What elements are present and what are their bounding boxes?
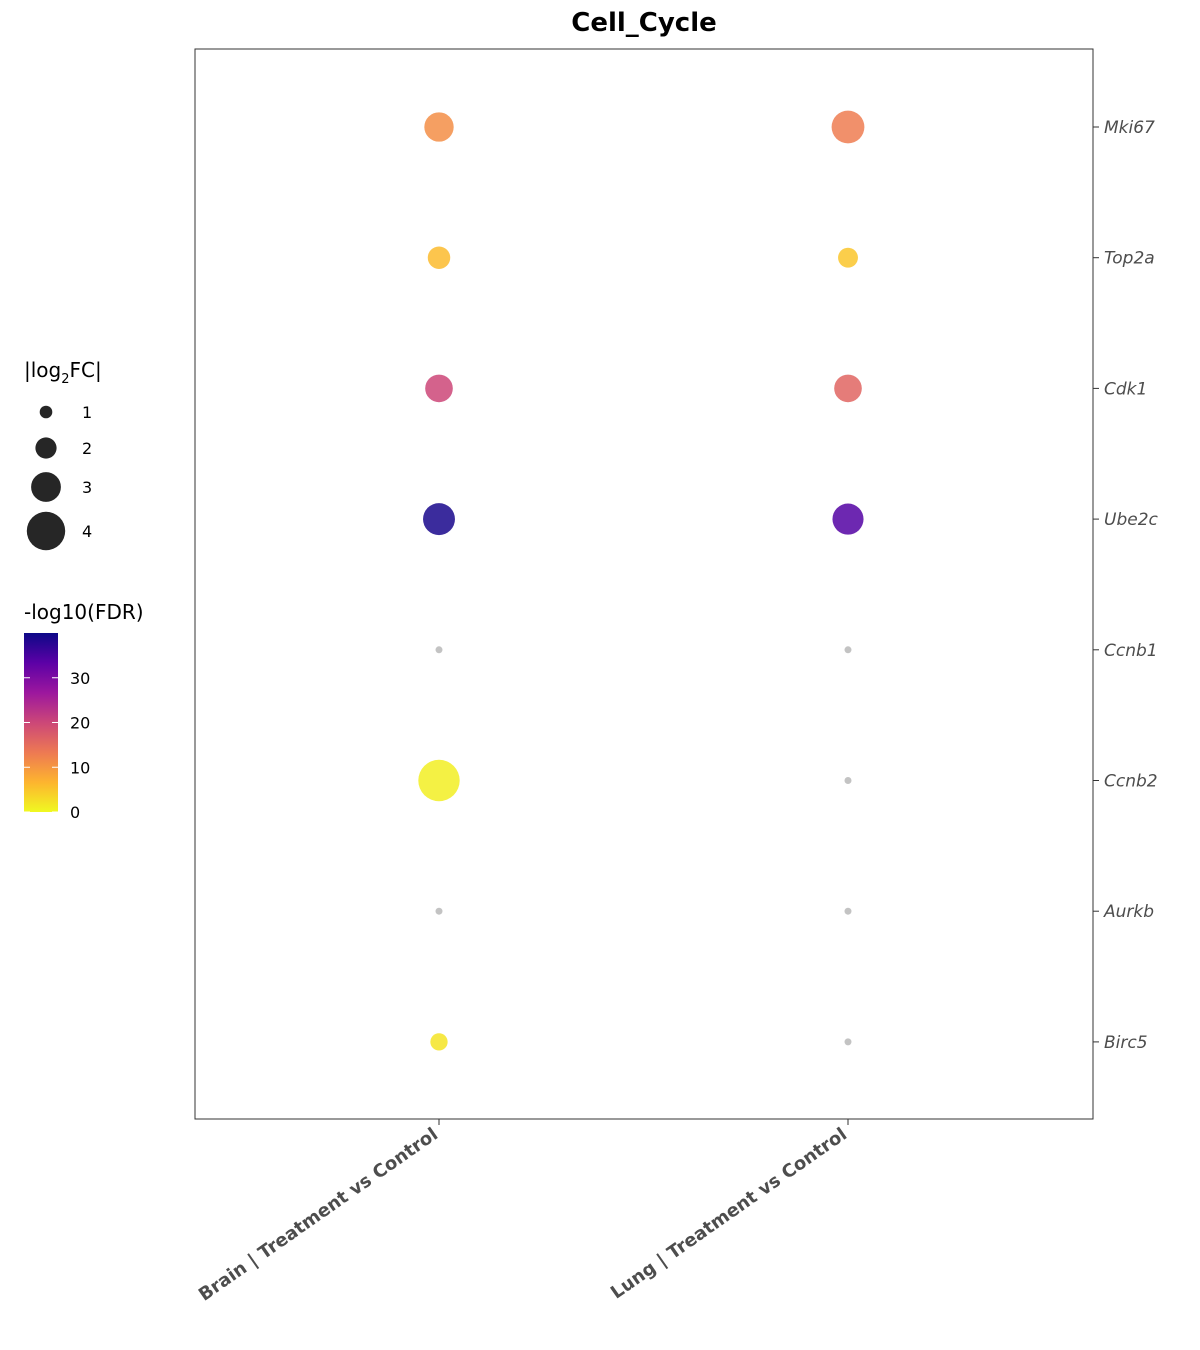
size-legend-label-1: 1 [82, 403, 92, 422]
y-tick-label-top2a: Top2a [1104, 249, 1155, 269]
point-ube2c-lung [832, 503, 864, 535]
point-cdk1-brain [425, 374, 453, 403]
point-ccnb1-lung [844, 646, 852, 654]
size-legend-key-3 [31, 472, 61, 502]
y-tick-label-birc5: Birc5 [1104, 1033, 1148, 1053]
size-legend-label-3: 3 [82, 478, 92, 497]
color-legend-title: -log10(FDR) [24, 600, 144, 624]
x-tick-label-1: Brain | Treatment vs Control [195, 1124, 442, 1306]
size-legend-key-4 [26, 511, 66, 551]
y-tick-label-ccnb1: Ccnb1 [1104, 641, 1158, 661]
size-legend-key-2 [35, 437, 57, 459]
y-tick-label-mki67: Mki67 [1104, 118, 1155, 138]
point-aurkb-brain [435, 907, 443, 915]
size-legend-label-2: 2 [82, 439, 92, 458]
y-tick-label-ube2c: Ube2c [1104, 510, 1159, 530]
point-cdk1-lung [834, 374, 862, 403]
plot-panel-border [194, 48, 1094, 1120]
point-birc5-lung [844, 1038, 852, 1046]
point-ccnb1-brain [435, 646, 443, 654]
y-tick-label-cdk1: Cdk1 [1104, 379, 1147, 399]
color-legend-label-0: 0 [70, 803, 80, 822]
point-ccnb2-brain [418, 759, 460, 802]
point-mki67-lung [831, 110, 865, 144]
color-legend-label-20: 20 [70, 714, 90, 733]
size-legend-key-1 [39, 405, 53, 419]
size-legend-label-4: 4 [82, 522, 92, 541]
point-birc5-brain [430, 1033, 448, 1051]
y-tick-label-aurkb: Aurkb [1103, 902, 1154, 922]
size-legend: |log2FC| 1 2 3 4 [24, 358, 102, 551]
data-points [418, 110, 865, 1051]
point-ube2c-brain [423, 503, 455, 536]
y-axis: Mki67 Top2a Cdk1 Ube2c Ccnb1 Ccnb2 Aurkb Birc5 [1093, 118, 1159, 1053]
point-top2a-lung [838, 247, 858, 268]
x-axis: Brain | Treatment vs Control Lung | Treat… [195, 1119, 851, 1306]
point-ccnb2-lung [844, 777, 852, 784]
color-legend-label-30: 30 [70, 669, 90, 688]
point-aurkb-lung [844, 907, 852, 915]
color-legend-label-10: 10 [70, 758, 90, 777]
size-legend-title: |log2FC| [24, 358, 102, 387]
x-tick-label-2: Lung | Treatment vs Control [607, 1124, 851, 1304]
color-legend: -log10(FDR) 0 10 20 30 [24, 600, 144, 822]
point-top2a-brain [427, 246, 451, 269]
point-mki67-brain [424, 112, 454, 142]
chart-title: Cell_Cycle [571, 8, 717, 38]
y-tick-label-ccnb2: Ccnb2 [1104, 772, 1158, 792]
